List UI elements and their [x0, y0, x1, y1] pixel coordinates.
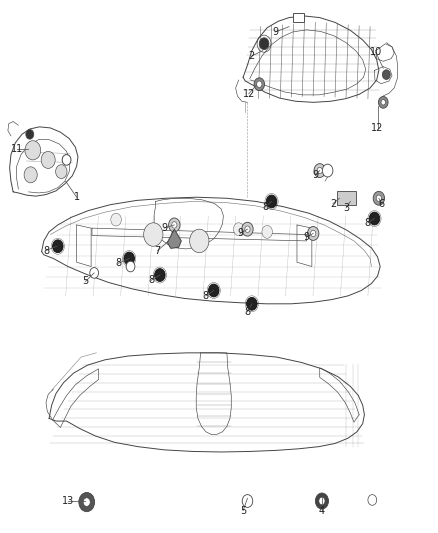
Circle shape — [26, 130, 34, 139]
Circle shape — [79, 492, 95, 512]
Text: 9: 9 — [272, 27, 278, 37]
Circle shape — [378, 96, 388, 108]
Text: 2: 2 — [249, 51, 255, 61]
Circle shape — [369, 212, 380, 225]
Circle shape — [83, 498, 90, 506]
Circle shape — [319, 497, 325, 505]
Circle shape — [155, 269, 165, 281]
Circle shape — [247, 297, 257, 310]
Text: 9: 9 — [161, 223, 167, 233]
Circle shape — [376, 195, 381, 201]
Circle shape — [254, 78, 265, 91]
Text: 3: 3 — [343, 203, 349, 213]
Circle shape — [259, 38, 269, 50]
Text: 2: 2 — [330, 199, 336, 208]
Text: 4: 4 — [319, 506, 325, 515]
FancyBboxPatch shape — [337, 191, 356, 205]
Circle shape — [41, 151, 55, 168]
Circle shape — [56, 165, 67, 179]
Text: 12: 12 — [371, 123, 384, 133]
Text: 13: 13 — [62, 496, 74, 506]
Circle shape — [245, 226, 250, 232]
Circle shape — [242, 222, 253, 236]
Text: 8: 8 — [365, 218, 371, 228]
Circle shape — [257, 81, 262, 87]
Text: 12: 12 — [243, 89, 255, 99]
Circle shape — [368, 495, 377, 505]
Circle shape — [311, 230, 316, 237]
Text: 1: 1 — [74, 192, 80, 202]
Circle shape — [382, 70, 390, 79]
Circle shape — [307, 227, 319, 240]
Circle shape — [297, 15, 300, 19]
Text: 9: 9 — [312, 170, 318, 180]
Text: 8: 8 — [262, 202, 268, 212]
Circle shape — [111, 213, 121, 226]
Circle shape — [53, 240, 63, 253]
Circle shape — [144, 223, 163, 246]
Text: 9: 9 — [237, 229, 243, 238]
Text: 8: 8 — [203, 291, 209, 301]
Text: 11: 11 — [11, 144, 23, 154]
Circle shape — [233, 223, 244, 236]
Circle shape — [169, 218, 180, 232]
Text: 7: 7 — [155, 246, 161, 255]
Circle shape — [172, 222, 177, 228]
Text: 8: 8 — [115, 259, 121, 268]
Circle shape — [373, 191, 385, 205]
Circle shape — [25, 141, 41, 160]
Circle shape — [126, 261, 135, 272]
Circle shape — [317, 167, 322, 174]
Text: 9: 9 — [304, 232, 310, 242]
Text: 8: 8 — [244, 307, 251, 317]
Text: 5: 5 — [240, 506, 246, 515]
Circle shape — [322, 164, 333, 177]
Circle shape — [90, 268, 99, 278]
Circle shape — [62, 155, 71, 165]
Circle shape — [315, 493, 328, 509]
Circle shape — [24, 167, 37, 183]
Polygon shape — [167, 229, 181, 248]
Circle shape — [242, 495, 253, 507]
Text: 6: 6 — [378, 199, 384, 208]
Circle shape — [190, 229, 209, 253]
Text: 10: 10 — [370, 47, 382, 57]
Circle shape — [314, 164, 325, 177]
Text: 8: 8 — [43, 246, 49, 255]
Text: 8: 8 — [148, 276, 154, 285]
Circle shape — [266, 195, 277, 208]
Text: 5: 5 — [82, 277, 88, 286]
FancyBboxPatch shape — [293, 13, 304, 22]
Circle shape — [124, 252, 134, 265]
Circle shape — [262, 225, 272, 238]
Circle shape — [208, 284, 219, 297]
Circle shape — [381, 100, 385, 105]
